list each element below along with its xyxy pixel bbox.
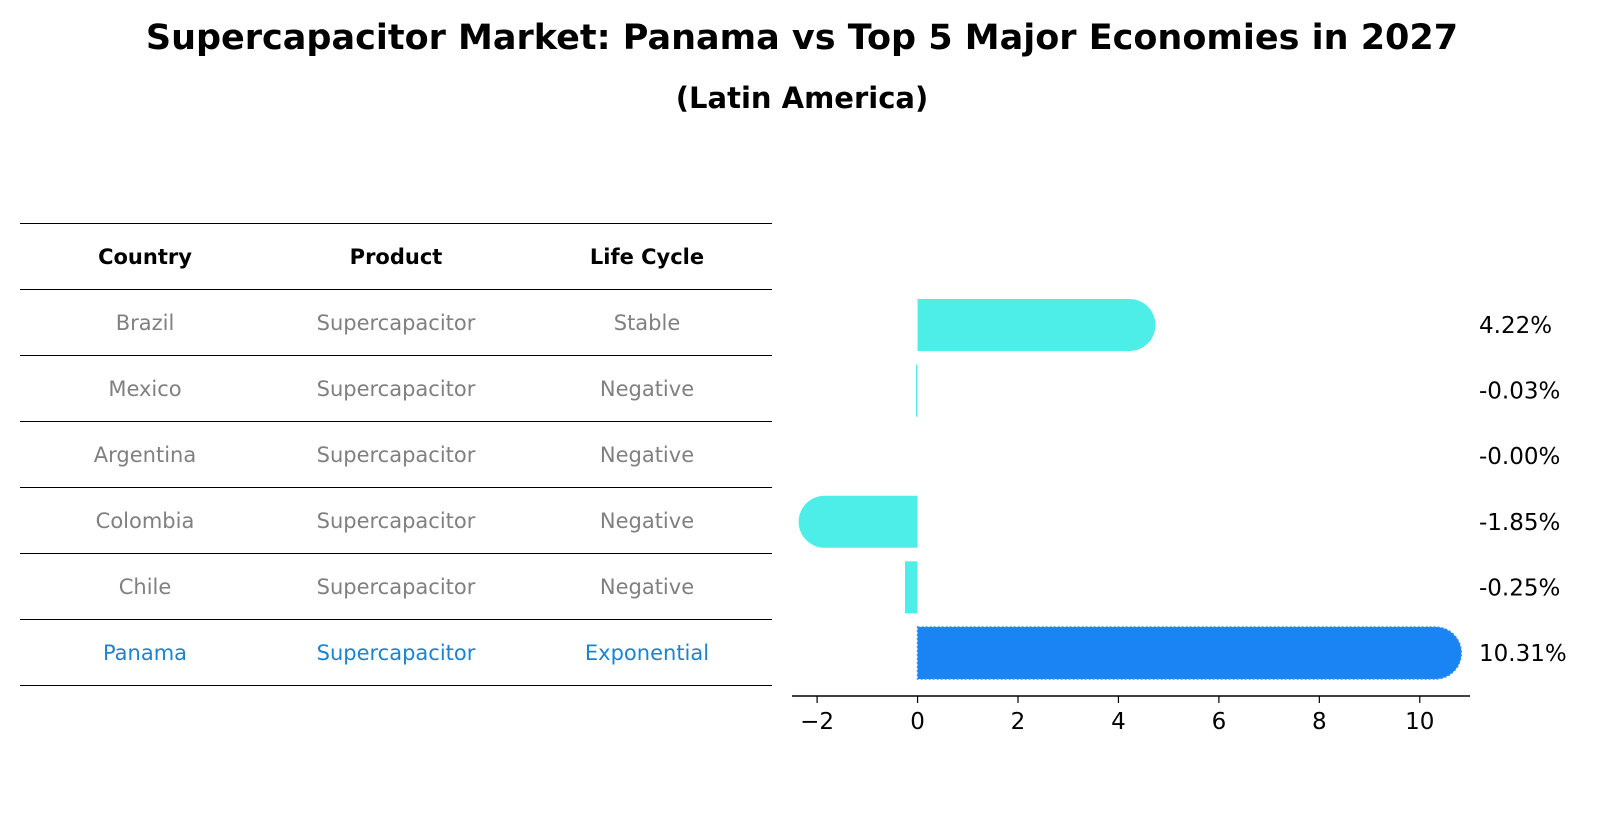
- cell-product: Supercapacitor: [270, 619, 522, 686]
- cell-life-cycle: Negative: [522, 487, 772, 554]
- cell-product: Supercapacitor: [270, 553, 522, 620]
- cell-country: Panama: [20, 619, 270, 686]
- x-tick-label: 10: [1405, 709, 1434, 735]
- bars-layer: [798, 299, 1463, 680]
- x-tick-label: 2: [1011, 709, 1026, 735]
- value-label-chile: -0.25%: [1479, 575, 1560, 601]
- x-tick-label: 0: [910, 709, 925, 735]
- value-label-panama: 10.31%: [1479, 641, 1567, 667]
- value-label-colombia: -1.85%: [1479, 510, 1560, 536]
- header-life-cycle: Life Cycle: [522, 223, 772, 290]
- value-label-brazil: 4.22%: [1479, 313, 1552, 339]
- value-labels-layer: 4.22% -0.03% -0.00% -1.85% -0.25% 10.31%: [1479, 313, 1567, 667]
- table-row: Mexico Supercapacitor Negative: [20, 355, 772, 422]
- value-label-argentina: -0.00%: [1479, 444, 1560, 470]
- cell-product: Supercapacitor: [270, 289, 522, 356]
- table-row-highlight: Panama Supercapacitor Exponential: [20, 619, 772, 686]
- cell-product: Supercapacitor: [270, 487, 522, 554]
- cell-country: Chile: [20, 553, 270, 620]
- x-tick-label: −2: [800, 709, 834, 735]
- chart-title: Supercapacitor Market: Panama vs Top 5 M…: [145, 18, 1459, 58]
- bar-chile: [905, 561, 918, 614]
- x-tick-label: 8: [1312, 709, 1327, 735]
- x-axis: −2 0 2 4 6 8 10: [792, 695, 1470, 735]
- table-header-row: Country Product Life Cycle: [20, 223, 772, 290]
- bar-panama: [916, 626, 1463, 680]
- bar-colombia: [798, 495, 918, 548]
- x-tick-label: 4: [1111, 709, 1126, 735]
- x-tick-label: 6: [1212, 709, 1227, 735]
- chart-subtitle: (Latin America): [675, 81, 929, 115]
- cell-life-cycle: Exponential: [522, 619, 772, 686]
- cell-product: Supercapacitor: [270, 421, 522, 488]
- value-label-mexico: -0.03%: [1479, 379, 1560, 405]
- cell-country: Colombia: [20, 487, 270, 554]
- cell-life-cycle: Negative: [522, 355, 772, 422]
- header-country: Country: [20, 223, 270, 290]
- cell-life-cycle: Stable: [522, 289, 772, 356]
- cell-country: Mexico: [20, 355, 270, 422]
- cell-life-cycle: Negative: [522, 421, 772, 488]
- country-table: Country Product Life Cycle Brazil Superc…: [20, 223, 772, 686]
- table-row: Colombia Supercapacitor Negative: [20, 487, 772, 554]
- table-row: Argentina Supercapacitor Negative: [20, 421, 772, 488]
- table-row: Chile Supercapacitor Negative: [20, 553, 772, 620]
- cell-product: Supercapacitor: [270, 355, 522, 422]
- header-product: Product: [270, 223, 522, 290]
- bar-brazil: [917, 299, 1156, 351]
- bar-mexico: [916, 364, 918, 417]
- cell-country: Argentina: [20, 421, 270, 488]
- cell-country: Brazil: [20, 289, 270, 356]
- table-row: Brazil Supercapacitor Stable: [20, 289, 772, 356]
- cell-life-cycle: Negative: [522, 553, 772, 620]
